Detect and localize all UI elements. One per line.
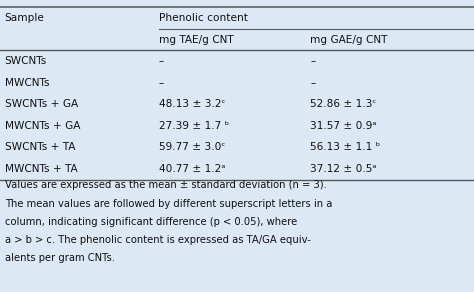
Text: –: – [159,56,164,66]
Text: MWCNTs + TA: MWCNTs + TA [5,164,77,174]
Text: MWCNTs: MWCNTs [5,78,49,88]
Text: mg GAE/g CNT: mg GAE/g CNT [310,35,388,45]
Text: 37.12 ± 0.5ᵃ: 37.12 ± 0.5ᵃ [310,164,377,174]
Text: 31.57 ± 0.9ᵃ: 31.57 ± 0.9ᵃ [310,121,377,131]
Text: alents per gram CNTs.: alents per gram CNTs. [5,253,115,263]
Text: 27.39 ± 1.7 ᵇ: 27.39 ± 1.7 ᵇ [159,121,229,131]
Text: 59.77 ± 3.0ᶜ: 59.77 ± 3.0ᶜ [159,142,225,152]
Text: mg TAE/g CNT: mg TAE/g CNT [159,35,233,45]
Text: 48.13 ± 3.2ᶜ: 48.13 ± 3.2ᶜ [159,99,225,109]
Text: MWCNTs + GA: MWCNTs + GA [5,121,80,131]
Text: a > b > c. The phenolic content is expressed as TA/GA equiv-: a > b > c. The phenolic content is expre… [5,235,310,245]
Text: 40.77 ± 1.2ᵃ: 40.77 ± 1.2ᵃ [159,164,225,174]
Text: Values are expressed as the mean ± standard deviation (n = 3).: Values are expressed as the mean ± stand… [5,180,327,190]
Text: –: – [159,78,164,88]
Text: Sample: Sample [5,13,45,23]
Text: The mean values are followed by different superscript letters in a: The mean values are followed by differen… [5,199,332,208]
Text: 56.13 ± 1.1 ᵇ: 56.13 ± 1.1 ᵇ [310,142,381,152]
Text: SWCNTs: SWCNTs [5,56,47,66]
Text: SWCNTs + TA: SWCNTs + TA [5,142,75,152]
Text: Phenolic content: Phenolic content [159,13,248,23]
Text: SWCNTs + GA: SWCNTs + GA [5,99,78,109]
Text: –: – [310,56,316,66]
Text: –: – [310,78,316,88]
Text: 52.86 ± 1.3ᶜ: 52.86 ± 1.3ᶜ [310,99,377,109]
Text: column, indicating significant difference (p < 0.05), where: column, indicating significant differenc… [5,217,297,227]
